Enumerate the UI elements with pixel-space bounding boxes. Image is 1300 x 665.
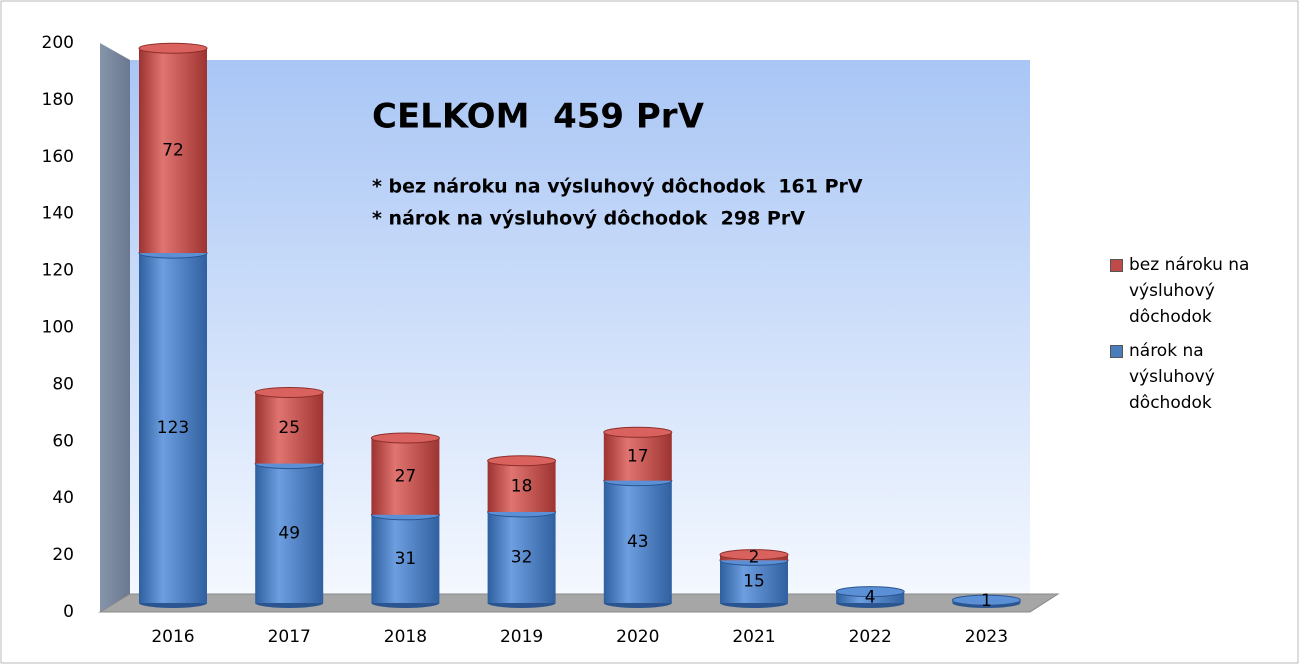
legend: bez nároku na výsluhový dôchodok nárok na… [1110,252,1250,424]
bar [487,460,556,512]
bar-top [951,594,1021,606]
data-label: 25 [278,418,300,438]
x-tick-label: 2017 [268,627,311,647]
annotation: * bez nároku na výsluhový dôchodok 161 P… [372,176,863,198]
annotation: * nárok na výsluhový dôchodok 298 PrV [372,208,805,230]
bar [487,511,556,603]
x-tick-label: 2019 [500,627,543,647]
y-tick-label: 100 [42,318,74,338]
y-tick-label: 0 [63,602,74,622]
bar [255,392,324,464]
data-label: 43 [627,532,649,552]
side-wall [100,43,130,612]
data-label: 4 [865,587,876,607]
legend-swatch [1110,259,1123,272]
x-tick-label: 2018 [384,627,427,647]
x-tick-label: 2023 [965,627,1008,647]
data-label: 32 [511,547,533,567]
data-label: 49 [278,523,300,543]
y-tick-label: 160 [42,147,74,167]
bar [139,253,207,603]
data-label: 15 [743,572,765,592]
annotation: CELKOM 459 PrV [372,97,705,137]
bar-top [603,426,673,438]
data-label: 31 [395,549,417,569]
bar [720,560,788,603]
x-tick-label: 2016 [151,627,194,647]
legend-item: bez nároku na výsluhový dôchodok [1110,252,1250,330]
bar [836,591,905,603]
data-label: 123 [157,418,189,438]
bar-top [487,455,557,467]
y-tick-label: 200 [42,33,74,53]
y-tick-label: 180 [42,90,74,110]
y-tick-label: 120 [42,261,74,281]
y-tick-label: 40 [52,488,74,508]
legend-label: bez nároku na výsluhový dôchodok [1129,255,1250,327]
bar-top [138,42,208,54]
y-tick-label: 140 [42,204,74,224]
x-tick-label: 2020 [616,627,659,647]
data-label: 27 [395,466,417,486]
data-label: 1 [981,591,992,611]
floor [98,593,1060,613]
data-label: 72 [162,141,184,161]
data-label: 18 [511,476,533,496]
legend-label: nárok na výsluhový dôchodok [1129,341,1215,413]
x-tick-label: 2021 [732,627,775,647]
bar [371,437,440,515]
bar-top [370,432,440,444]
legend-item: nárok na výsluhový dôchodok [1110,338,1250,416]
back-wall [130,60,1030,594]
bar [255,463,324,603]
x-tick-label: 2022 [849,627,892,647]
legend-swatch [1110,345,1123,358]
bar-top [719,549,789,561]
y-tick-label: 80 [52,374,74,394]
bar [139,48,207,254]
data-label: 17 [627,446,649,466]
bar-top [254,386,324,398]
bar [371,514,440,603]
data-label: 2 [749,547,760,567]
bar [603,432,672,481]
y-tick-label: 60 [52,431,74,451]
bar [603,480,672,603]
y-tick-label: 20 [52,545,74,565]
bar-top [835,586,905,598]
